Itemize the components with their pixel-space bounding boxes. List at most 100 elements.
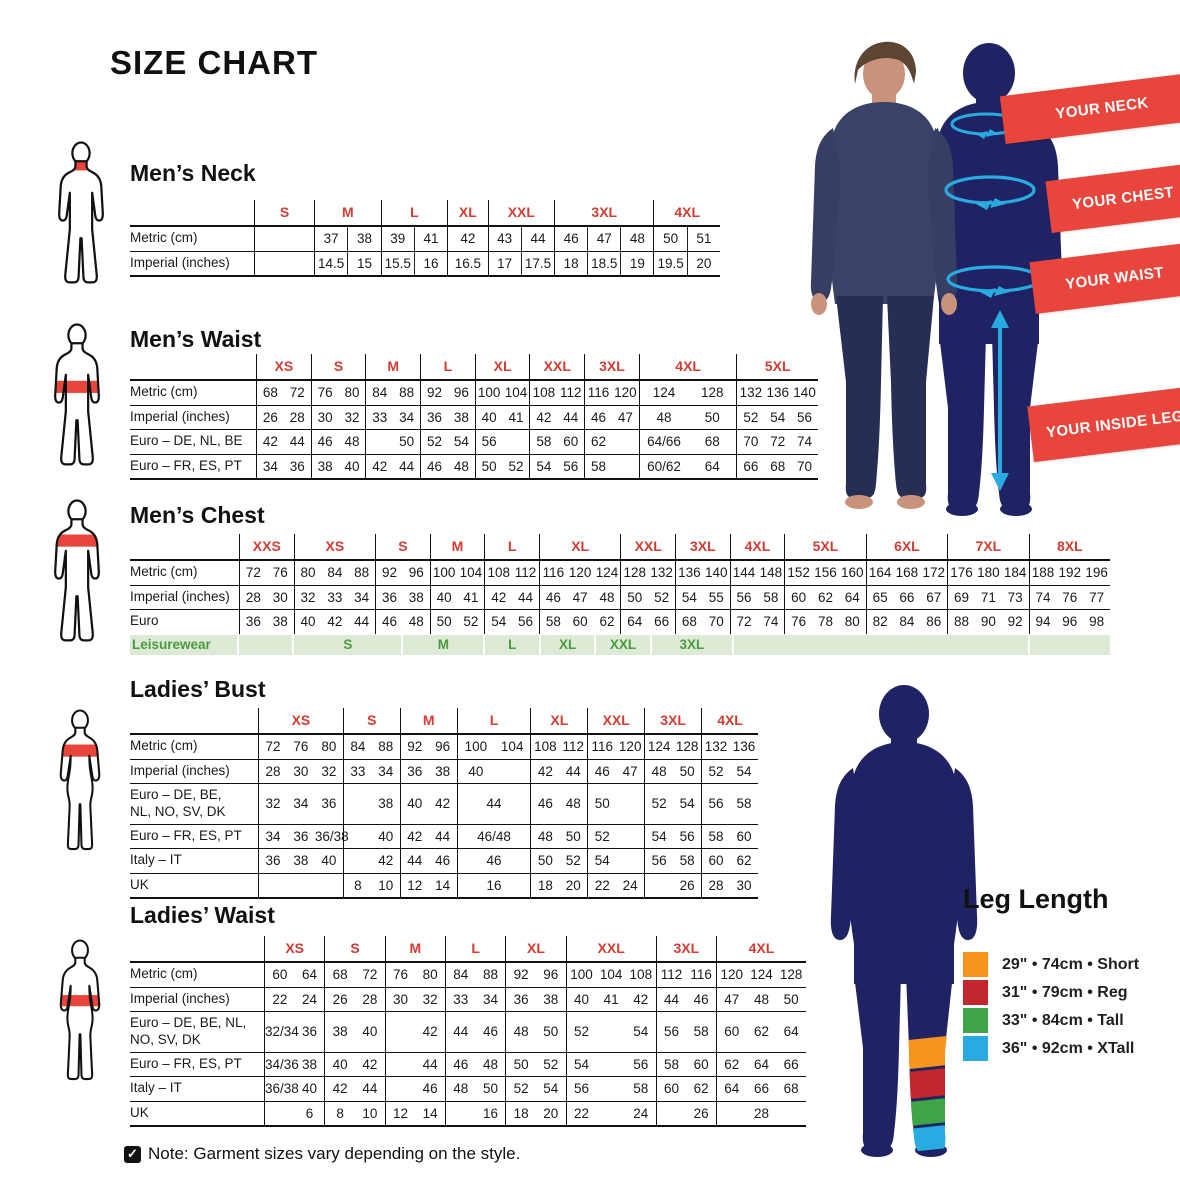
size-group: 69 71 73 (947, 585, 1028, 610)
size-cell: 140 (793, 385, 816, 400)
size-cell: 50 (436, 614, 452, 630)
size-cell: 48 (513, 1024, 529, 1040)
size-group-label: M (384, 936, 445, 961)
size-group: 50 52 (505, 1052, 565, 1077)
size-cell: 50 (513, 1056, 529, 1072)
size-cell: 56 (663, 1024, 679, 1040)
size-cell: 96 (1062, 614, 1078, 630)
size-cell: 172 (922, 565, 945, 580)
size-group: 42 (384, 1012, 445, 1052)
size-cell: 32 (422, 991, 438, 1007)
size-cell: 44 (354, 614, 370, 630)
size-cell (503, 439, 530, 445)
size-cell: 22 (573, 1105, 589, 1121)
size-group: 36 38 (399, 759, 457, 784)
row-label: Italy – IT (130, 1080, 182, 1096)
table-row: Italy – IT 36 38 40 42 44 46 46 50 52 54 56 58 60 62 (130, 848, 758, 873)
size-group-label: M (399, 708, 457, 733)
page-title: SIZE CHART (110, 44, 318, 81)
size-group: 56 58 (565, 1077, 656, 1101)
size-cell: 128 (701, 385, 724, 400)
size-group-label: S (375, 534, 430, 559)
size-cell: 50 (543, 1024, 559, 1040)
size-cell: 36 (426, 409, 442, 425)
size-group: 42 44 (529, 405, 584, 430)
size-cell: 30 (293, 763, 309, 779)
size-group: 64/66 68 (638, 430, 737, 454)
size-group: 36 38 (375, 585, 430, 610)
size-cell: 132 (704, 739, 728, 754)
size-cell: 48 (408, 614, 424, 630)
size-cell: 39 (390, 231, 406, 246)
row-label: Euro (130, 613, 159, 629)
table-row: Metric (cm) 72 76 80 84 88 92 96 100 104 108 112 116… (130, 561, 1110, 585)
leisurewear-segment: 3XL (649, 634, 732, 655)
size-group: 32/34 36 (264, 1012, 324, 1052)
table-row: UK 6 8 10 12 14 16 18 20 22 24 26 28 (130, 1100, 806, 1128)
size-group: 43 44 (487, 227, 555, 251)
size-cell: 32 (344, 409, 360, 425)
size-cell: 34 (378, 763, 394, 779)
size-group-label: XXL (529, 354, 584, 379)
size-cell: 18 (563, 255, 579, 271)
size-group: 33 34 (365, 405, 420, 430)
size-cell: 56 (573, 1081, 589, 1097)
size-cell: 120 (614, 385, 637, 400)
size-cell: 96 (408, 565, 424, 580)
size-group: 100 104 (456, 735, 531, 759)
size-group: 56 58 (644, 849, 701, 873)
size-group: 50 52 (474, 454, 530, 479)
size-cell: 124 (595, 565, 619, 580)
size-group: 64 66 (620, 610, 675, 634)
size-group-label: XS (258, 708, 343, 733)
size-group-label: L (456, 708, 531, 733)
chest-measure-arrow-icon (944, 175, 1036, 210)
size-cell: 192 (1058, 565, 1082, 580)
size-group: 72 76 80 (258, 735, 343, 759)
size-cell: 28 (265, 763, 281, 779)
size-group: 42 44 (399, 824, 457, 849)
size-group: 50 52 (429, 610, 485, 634)
size-group: 58 60 (655, 1052, 716, 1077)
male-neck-figure-icon (50, 140, 112, 292)
size-cell: 42 (435, 796, 451, 812)
size-group: 164 168 172 (865, 561, 947, 585)
size-cell: 168 (895, 565, 919, 580)
size-cell: 90 (980, 614, 996, 630)
row-label: Italy – IT (130, 852, 182, 868)
size-cell: 76 (293, 739, 309, 754)
leg-length-illustration (790, 668, 1180, 1178)
size-cell: 80 (344, 385, 360, 400)
row-label: Metric (cm) (130, 384, 198, 399)
size-group: 46 47 48 (538, 585, 620, 610)
size-group: 60 62 (655, 1077, 716, 1101)
size-cell: 67 (926, 589, 942, 605)
size-group: 26 28 (256, 405, 311, 430)
size-cell: 34 (399, 409, 415, 425)
size-cell: 20 (565, 877, 581, 893)
size-cell: 108 (629, 967, 653, 982)
size-cell: 64 (627, 614, 643, 630)
size-cell: 58 (708, 828, 724, 844)
size-header-spacer (130, 936, 264, 961)
row-label: Metric (cm) (130, 966, 198, 981)
size-group: 92 96 (399, 735, 457, 759)
size-cell: 41 (603, 991, 619, 1007)
size-group: 6 (264, 1101, 324, 1126)
size-group: 36 38 (505, 987, 565, 1012)
size-cell: 40 (301, 1081, 318, 1097)
size-cell: 50 (537, 853, 553, 869)
size-cell: 58 (633, 1081, 649, 1097)
section-title-ladies-waist: Ladies’ Waist (130, 902, 275, 928)
size-cell: 42 (536, 409, 552, 425)
size-cell: 100 (570, 967, 593, 982)
leisurewear-segment: XXL (594, 634, 649, 655)
size-cell: 60 (736, 828, 752, 844)
size-group: 40 41 (474, 405, 530, 430)
leisurewear-label: Leisurewear (132, 636, 211, 652)
female-bust-figure-icon (52, 700, 108, 860)
size-header-spacer (130, 534, 239, 559)
size-cell: 132 (650, 565, 673, 580)
size-group: 88 90 92 (947, 610, 1028, 634)
size-group: 116 120 (584, 381, 639, 405)
